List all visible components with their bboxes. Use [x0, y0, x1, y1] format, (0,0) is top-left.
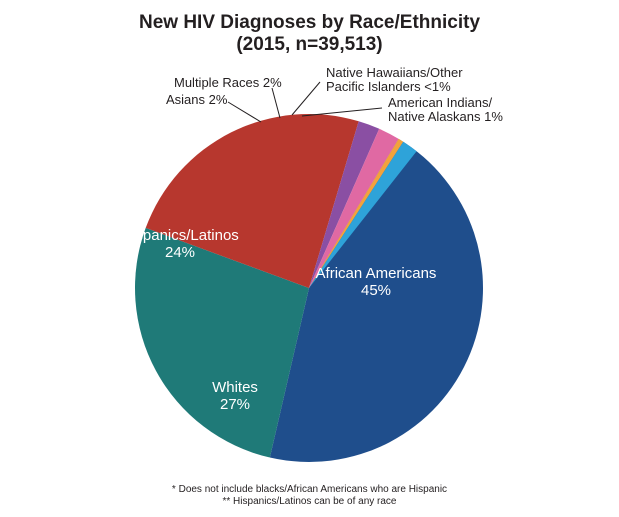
slice-label: African Americans45% [316, 266, 437, 299]
slice-label-value: 27% [212, 397, 258, 414]
callout-label: Native Hawaiians/OtherPacific Islanders … [326, 66, 463, 95]
callout-text: Native Hawaiians/Other [326, 65, 463, 80]
callout-text: Asians 2% [166, 92, 227, 107]
slice-label-value: 45% [316, 283, 437, 300]
callout-text-2: Pacific Islanders <1% [326, 80, 463, 94]
footnotes: * Does not include blacks/African Americ… [0, 484, 619, 507]
callout-line [272, 88, 280, 118]
slice-label-value: 24% [121, 245, 239, 262]
callout-text: Multiple Races 2% [174, 75, 282, 90]
callout-line [302, 108, 382, 116]
slice-label: Hispanics/Latinos24% [121, 228, 239, 261]
pie-chart [0, 0, 619, 517]
callout-label: American Indians/Native Alaskans 1% [388, 96, 503, 125]
callout-line [292, 82, 320, 115]
callout-text-2: Native Alaskans 1% [388, 110, 503, 124]
chart-root: New HIV Diagnoses by Race/Ethnicity (201… [0, 0, 619, 517]
slice-label: Whites27% [212, 380, 258, 413]
callout-text: American Indians/ [388, 95, 492, 110]
slice-label-name: African Americans [316, 265, 437, 282]
footnote-1: * Does not include blacks/African Americ… [0, 484, 619, 496]
callout-label: Multiple Races 2% [174, 76, 282, 90]
footnote-2: ** Hispanics/Latinos can be of any race [0, 496, 619, 508]
callout-line [228, 102, 261, 122]
callout-label: Asians 2% [166, 93, 227, 107]
slice-label-name: Whites [212, 379, 258, 396]
slice-label-name: Hispanics/Latinos [121, 227, 239, 244]
